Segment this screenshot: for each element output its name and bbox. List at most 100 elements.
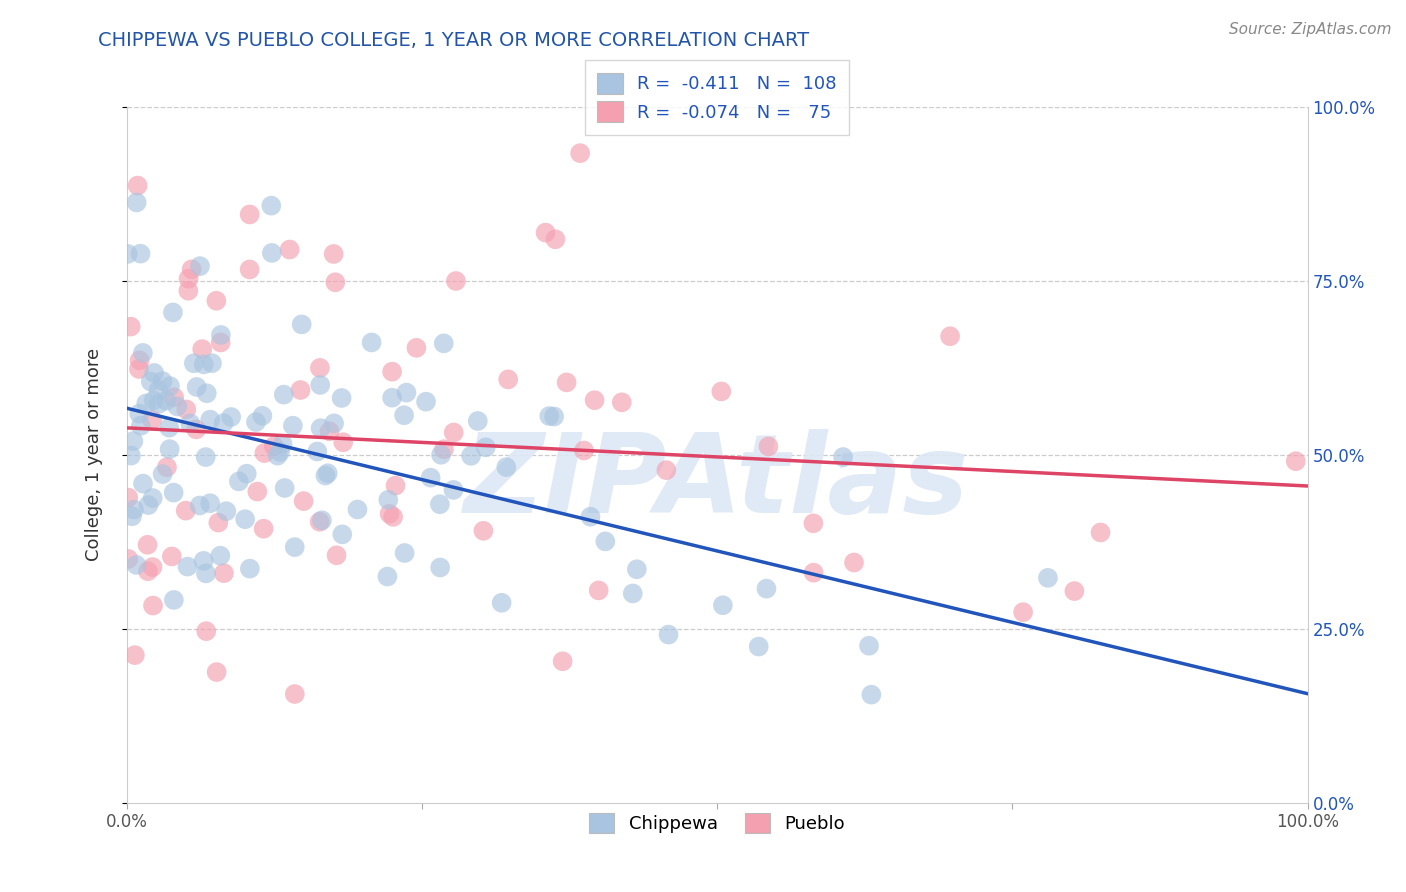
Point bbox=[212, 566, 235, 581]
Point bbox=[239, 561, 262, 575]
Point bbox=[188, 499, 211, 513]
Point bbox=[122, 434, 145, 448]
Point bbox=[330, 391, 353, 405]
Text: ZIPAtlas: ZIPAtlas bbox=[464, 429, 970, 536]
Point bbox=[467, 414, 489, 428]
Point bbox=[135, 396, 157, 410]
Point bbox=[183, 356, 205, 370]
Point bbox=[1090, 525, 1112, 540]
Point bbox=[755, 582, 778, 596]
Point bbox=[163, 593, 186, 607]
Point bbox=[209, 335, 232, 350]
Point bbox=[595, 534, 617, 549]
Point bbox=[309, 360, 332, 375]
Point bbox=[219, 409, 242, 424]
Point bbox=[433, 336, 456, 351]
Point bbox=[323, 417, 346, 431]
Point bbox=[160, 549, 183, 564]
Point bbox=[136, 564, 159, 578]
Point bbox=[309, 378, 332, 392]
Point bbox=[138, 498, 160, 512]
Point bbox=[381, 391, 404, 405]
Point bbox=[748, 640, 770, 654]
Point bbox=[429, 497, 451, 511]
Point bbox=[378, 507, 401, 521]
Point bbox=[245, 415, 267, 429]
Point bbox=[239, 262, 262, 277]
Point bbox=[395, 385, 418, 400]
Point bbox=[491, 596, 513, 610]
Point bbox=[195, 624, 218, 639]
Point bbox=[260, 199, 283, 213]
Point bbox=[122, 502, 145, 516]
Point bbox=[1036, 571, 1059, 585]
Point bbox=[322, 247, 344, 261]
Point bbox=[803, 566, 825, 580]
Point bbox=[419, 471, 441, 485]
Point bbox=[583, 393, 606, 408]
Point bbox=[117, 552, 139, 566]
Point bbox=[179, 417, 201, 431]
Point bbox=[139, 375, 162, 389]
Point bbox=[555, 376, 578, 390]
Point bbox=[430, 448, 453, 462]
Point bbox=[392, 408, 415, 422]
Point bbox=[543, 409, 565, 424]
Point bbox=[215, 504, 238, 518]
Point bbox=[236, 467, 259, 481]
Point bbox=[444, 274, 467, 288]
Point bbox=[152, 467, 174, 481]
Point bbox=[544, 232, 567, 246]
Point bbox=[842, 556, 865, 570]
Point bbox=[132, 346, 155, 360]
Point bbox=[858, 639, 880, 653]
Point bbox=[128, 353, 150, 368]
Point bbox=[201, 356, 224, 370]
Point bbox=[290, 383, 312, 397]
Point bbox=[253, 446, 276, 460]
Point bbox=[291, 318, 314, 332]
Point bbox=[136, 538, 159, 552]
Point bbox=[260, 246, 283, 260]
Point bbox=[346, 502, 368, 516]
Point bbox=[163, 390, 186, 404]
Point bbox=[155, 393, 177, 408]
Point bbox=[159, 379, 181, 393]
Point bbox=[120, 449, 142, 463]
Point bbox=[263, 439, 285, 453]
Point bbox=[284, 687, 307, 701]
Point bbox=[429, 560, 451, 574]
Text: CHIPPEWA VS PUEBLO COLLEGE, 1 YEAR OR MORE CORRELATION CHART: CHIPPEWA VS PUEBLO COLLEGE, 1 YEAR OR MO… bbox=[98, 31, 810, 50]
Point bbox=[384, 478, 406, 492]
Point bbox=[142, 599, 165, 613]
Point bbox=[162, 305, 184, 319]
Point bbox=[330, 527, 353, 541]
Point bbox=[162, 485, 184, 500]
Point bbox=[209, 549, 232, 563]
Point bbox=[588, 583, 610, 598]
Point bbox=[194, 450, 217, 464]
Point bbox=[252, 522, 274, 536]
Point bbox=[1063, 584, 1085, 599]
Point bbox=[166, 400, 188, 414]
Point bbox=[142, 491, 165, 505]
Point bbox=[626, 562, 648, 576]
Point bbox=[316, 467, 339, 481]
Point bbox=[129, 246, 152, 260]
Point bbox=[148, 383, 170, 397]
Point bbox=[496, 372, 519, 386]
Point bbox=[198, 496, 221, 510]
Legend: Chippewa, Pueblo: Chippewa, Pueblo bbox=[579, 804, 855, 842]
Point bbox=[475, 440, 498, 454]
Point bbox=[433, 442, 456, 457]
Point bbox=[207, 516, 229, 530]
Point bbox=[460, 449, 482, 463]
Point bbox=[177, 271, 200, 285]
Point bbox=[657, 627, 679, 641]
Point bbox=[117, 491, 139, 505]
Point bbox=[278, 243, 301, 257]
Point bbox=[117, 247, 139, 261]
Point bbox=[382, 509, 405, 524]
Point bbox=[572, 443, 595, 458]
Point bbox=[212, 416, 235, 430]
